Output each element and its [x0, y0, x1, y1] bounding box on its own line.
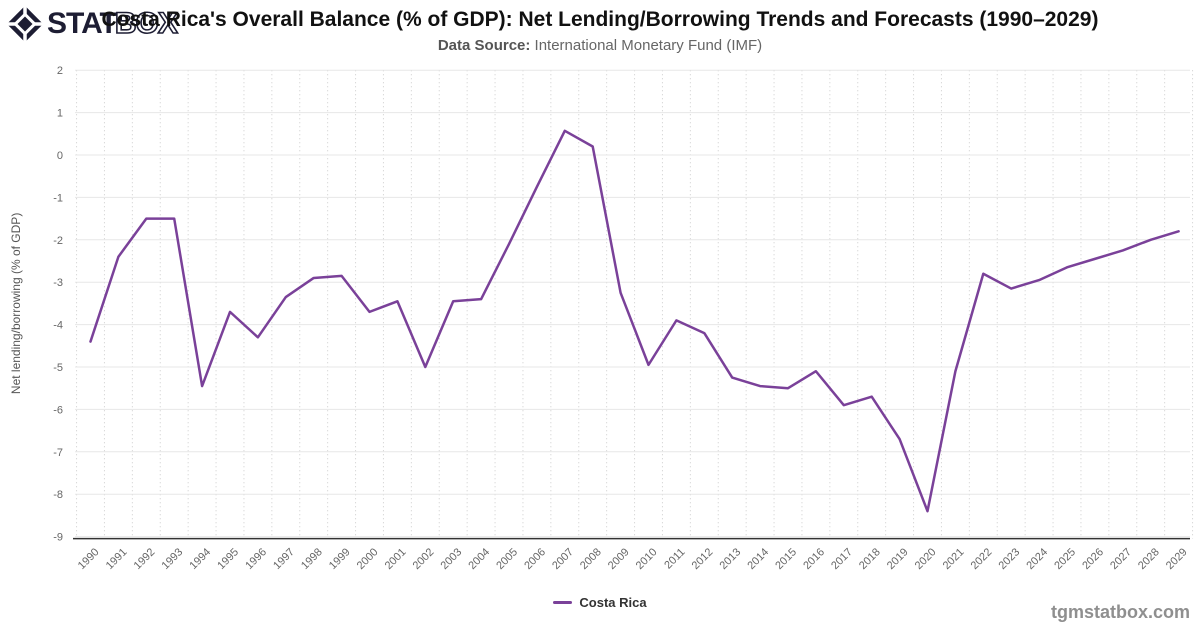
- x-tick-label: 2004: [466, 546, 492, 572]
- x-tick-label: 1992: [132, 546, 158, 572]
- x-tick-label: 2017: [829, 546, 855, 572]
- x-tick-label: 2001: [383, 546, 409, 572]
- x-tick-label: 2016: [801, 546, 827, 572]
- logo-text-box: BOX: [114, 6, 179, 41]
- y-tick-label: -1: [53, 192, 63, 204]
- legend-swatch-costa-rica: [553, 601, 573, 604]
- x-tick-label: 1997: [271, 546, 297, 572]
- subtitle-label: Data Source:: [437, 37, 531, 54]
- x-tick-label: 2007: [550, 546, 576, 572]
- chart-legend: Costa Rica: [0, 595, 1200, 610]
- x-tick-label: 1995: [215, 546, 241, 572]
- x-tick-label: 2005: [494, 546, 520, 572]
- y-tick-label: -7: [53, 447, 63, 459]
- y-tick-label: -4: [53, 320, 63, 332]
- chart-title: Costa Rica's Overall Balance (% of GDP):…: [101, 8, 1099, 31]
- x-tick-label: 2013: [718, 546, 744, 572]
- x-tick-label: 2011: [662, 546, 687, 571]
- subtitle-value: International Monetary Fund (IMF): [530, 37, 763, 54]
- x-tick-label: 2010: [634, 546, 660, 572]
- x-tick-label: 2029: [1164, 546, 1190, 572]
- x-tick-label: 2026: [1080, 546, 1106, 572]
- x-tick-label: 2025: [1052, 546, 1078, 572]
- logo-text-stat: STAT: [47, 7, 118, 40]
- x-tick-label: 1990: [76, 546, 102, 572]
- x-tick-label: 2012: [690, 546, 716, 572]
- x-tick-label: 1998: [299, 546, 325, 572]
- y-tick-label: 0: [57, 150, 63, 162]
- statbox-logo: STAT BOX: [8, 6, 179, 41]
- y-tick-label: -2: [53, 235, 63, 247]
- x-tick-label: 2009: [606, 546, 632, 572]
- x-tick-label: 1991: [104, 546, 130, 572]
- y-tick-label: 1: [57, 108, 63, 120]
- y-tick-label: -8: [53, 489, 63, 501]
- legend-label: Costa Rica: [579, 595, 647, 610]
- x-tick-label: 2000: [355, 546, 381, 572]
- statbox-diamond-icon: [8, 7, 42, 41]
- y-tick-label: 2: [57, 65, 63, 77]
- x-tick-label: 1994: [187, 546, 213, 572]
- x-tick-label: 2021: [941, 546, 967, 572]
- chart-subtitle: Data Source: International Monetary Fund…: [0, 37, 1200, 54]
- x-tick-label: 2027: [1108, 546, 1134, 572]
- x-tick-label: 2023: [997, 546, 1023, 572]
- x-tick-label: 1996: [243, 546, 269, 572]
- x-tick-label: 2028: [1136, 546, 1162, 572]
- y-tick-label: -9: [53, 532, 63, 544]
- x-tick-label: 2019: [885, 546, 911, 572]
- legend-item-costa-rica[interactable]: Costa Rica: [553, 595, 647, 610]
- y-axis-title: Net lending/borrowing (% of GDP): [9, 213, 23, 394]
- y-tick-label: -5: [53, 362, 63, 374]
- y-tick-label: -3: [53, 277, 63, 289]
- x-tick-label: 2002: [411, 546, 437, 572]
- x-tick-label: 2018: [857, 546, 883, 572]
- x-tick-label: 2020: [913, 546, 939, 572]
- x-tick-label: 1999: [327, 546, 353, 572]
- x-tick-label: 1993: [160, 546, 186, 572]
- watermark: tgmstatbox.com: [1050, 602, 1190, 622]
- x-tick-label: 2006: [522, 546, 548, 572]
- x-tick-label: 2003: [439, 546, 465, 572]
- series-line-costa-rica[interactable]: [89, 129, 1180, 513]
- x-tick-label: 2014: [745, 546, 771, 572]
- x-tick-label: 2024: [1024, 546, 1050, 572]
- x-tick-label: 2008: [578, 546, 604, 572]
- x-tick-label: 2015: [773, 546, 799, 572]
- x-tick-label: 2022: [969, 546, 995, 572]
- y-tick-label: -6: [53, 404, 63, 416]
